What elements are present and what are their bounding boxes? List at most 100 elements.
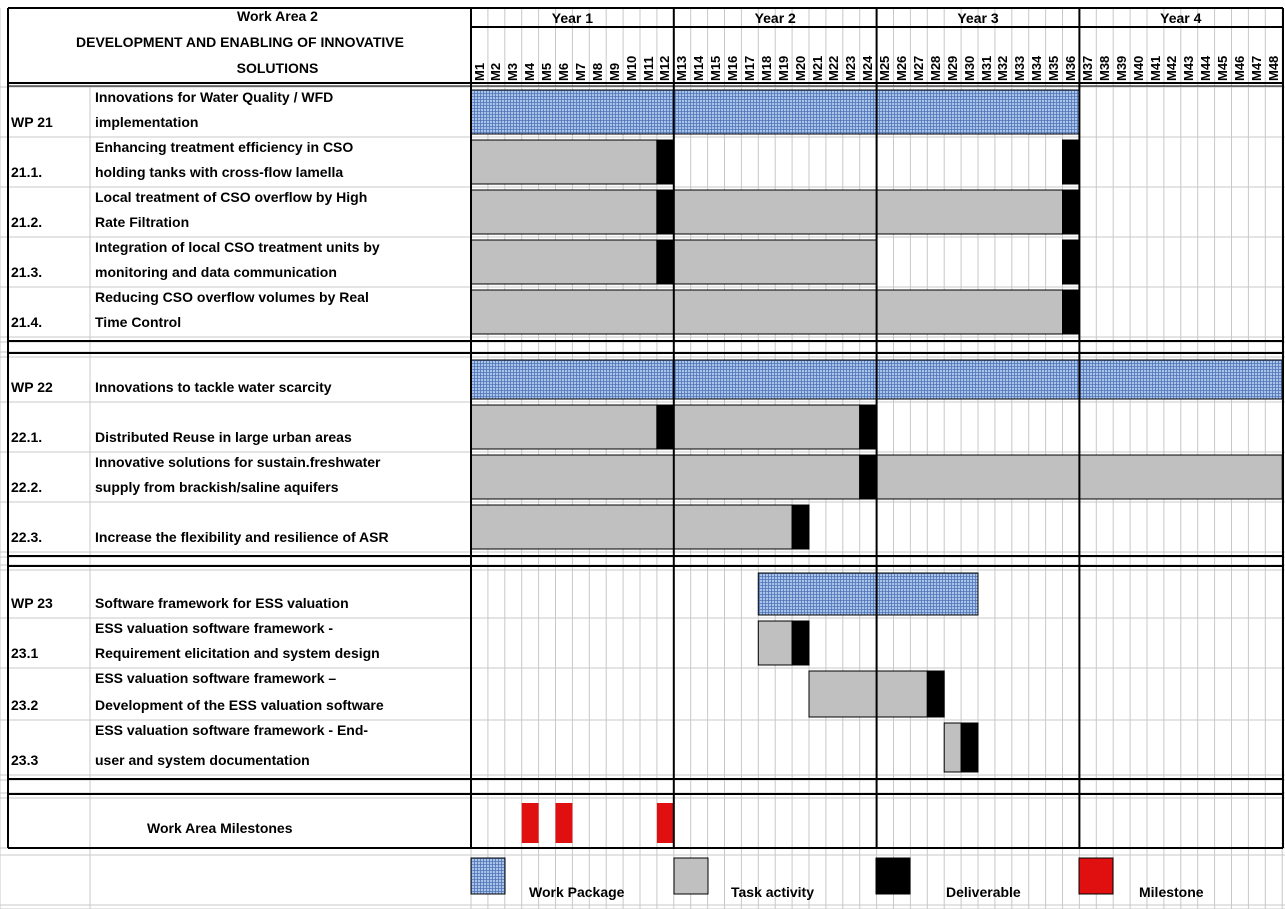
month-label: M38 [1096, 55, 1112, 81]
deliverable-bar [1062, 139, 1080, 185]
row-id: WP 21 [11, 114, 53, 130]
month-label: M13 [674, 55, 690, 81]
row-name-line2: Time Control [95, 314, 182, 330]
row-id: 23.2 [11, 697, 39, 713]
deliverable-bar [791, 504, 810, 550]
month-label: M21 [809, 55, 825, 81]
task-activity-bar [470, 239, 658, 285]
task-activity-bar [470, 139, 658, 185]
month-label: M18 [758, 55, 774, 81]
month-label: M30 [961, 55, 977, 81]
year-label: Year 4 [1160, 10, 1202, 26]
month-label: M8 [589, 62, 605, 81]
month-label: M34 [1029, 55, 1045, 81]
month-label: M25 [877, 55, 893, 81]
legend-label: Milestone [1139, 884, 1204, 900]
row-name: ESS valuation software framework - [95, 620, 334, 636]
month-label: M16 [725, 55, 740, 81]
row-name-line2: Innovations to tackle water scarcity [95, 379, 332, 395]
row-name: ESS valuation software framework – [95, 670, 337, 686]
milestones-label: Work Area Milestones [147, 820, 293, 836]
month-label: M10 [623, 55, 639, 81]
deliverable-bar [791, 620, 810, 666]
deliverable-bar [859, 454, 878, 500]
month-label: M37 [1079, 55, 1095, 81]
month-label: M26 [894, 55, 909, 81]
row-name-line2: Rate Filtration [95, 214, 190, 230]
task-activity-bar [470, 404, 658, 450]
row-id: 21.4. [11, 314, 43, 330]
month-label: M12 [657, 55, 673, 81]
row-id: 21.2. [11, 214, 43, 230]
month-label: M28 [927, 55, 943, 81]
month-label: M41 [1147, 55, 1163, 81]
legend-swatch-deliverable [875, 857, 911, 895]
month-label: M1 [471, 62, 487, 81]
row-name-line2: Software framework for ESS valuation [95, 595, 349, 611]
task-activity-bar [673, 189, 1063, 235]
month-label: M33 [1012, 55, 1028, 81]
row-name: ESS valuation software framework - End- [95, 722, 369, 738]
task-activity-bar [808, 670, 928, 718]
milestone-marker [555, 803, 573, 843]
deliverable-bar [960, 722, 979, 773]
month-label: M27 [910, 55, 926, 81]
row-id: WP 23 [11, 595, 53, 611]
work-package-bar [470, 89, 1080, 135]
row-name-line2: implementation [95, 114, 199, 130]
row-name: Reducing CSO overflow volumes by Real [95, 289, 369, 305]
year-label: Year 3 [957, 10, 999, 26]
task-activity-bar [470, 189, 658, 235]
deliverable-bar [1062, 189, 1080, 235]
row-name-line2: holding tanks with cross-flow lamella [95, 164, 344, 180]
month-label: M23 [843, 55, 859, 81]
month-label: M6 [556, 62, 571, 81]
deliverable-bar [1062, 289, 1080, 335]
month-label: M2 [488, 62, 504, 81]
legend-swatch-milestone [1078, 857, 1114, 895]
header-subtitle: DEVELOPMENT AND ENABLING OF INNOVATIVE [76, 34, 404, 50]
milestone-marker [656, 803, 674, 843]
month-label: M20 [792, 55, 808, 81]
work-package-bar [757, 572, 979, 616]
month-label: M17 [741, 55, 757, 81]
row-name: Local treatment of CSO overflow by High [95, 189, 368, 205]
deliverable-bar [656, 139, 675, 185]
row-id: 23.3 [11, 752, 39, 768]
row-name: Enhancing treatment efficiency in CSO [95, 139, 354, 155]
deliverable-bar [1062, 239, 1080, 285]
month-label: M9 [606, 62, 622, 81]
header-subtitle-2: SOLUTIONS [236, 60, 319, 76]
month-label: M45 [1215, 55, 1231, 81]
month-label: M43 [1181, 55, 1197, 81]
row-id: 21.1. [11, 164, 43, 180]
row-id: 23.1 [11, 645, 39, 661]
header-title: Work Area 2 [237, 8, 318, 24]
deliverable-bar [656, 239, 675, 285]
month-label: M15 [708, 55, 724, 81]
month-label: M11 [640, 56, 656, 81]
deliverable-bar [859, 404, 878, 450]
month-label: M40 [1130, 55, 1146, 81]
task-activity-bar [470, 289, 1063, 335]
deliverable-bar [926, 670, 945, 718]
legend-swatch-work-package [470, 857, 506, 895]
month-label: M31 [978, 55, 994, 81]
month-label: M3 [505, 62, 521, 81]
year-label: Year 2 [754, 10, 796, 26]
row-name-line2: monitoring and data communication [95, 264, 337, 280]
month-label: M7 [572, 62, 588, 81]
row-id: WP 22 [11, 379, 53, 395]
month-label: M19 [775, 55, 791, 81]
month-label: M44 [1198, 55, 1214, 81]
task-activity-bar [673, 239, 878, 285]
row-id: 22.2. [11, 479, 43, 495]
month-label: M36 [1063, 55, 1078, 81]
task-activity-bar [757, 620, 793, 666]
legend-swatch-task [673, 857, 709, 895]
month-label: M39 [1113, 55, 1129, 81]
legend-label: Work Package [529, 884, 625, 900]
month-label: M5 [539, 62, 555, 81]
